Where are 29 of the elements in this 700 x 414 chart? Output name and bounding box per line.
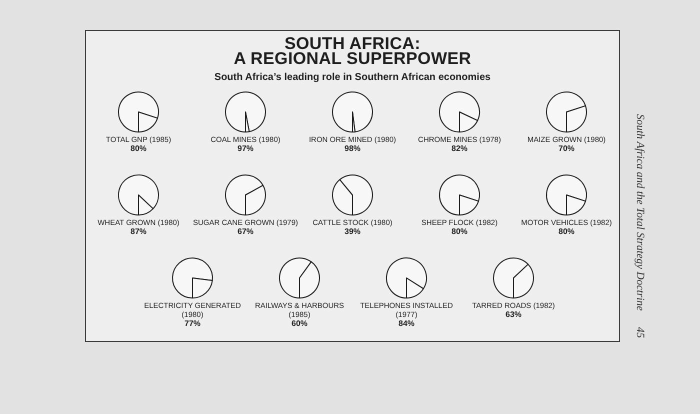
data-label: 97% [237, 144, 254, 153]
text: SOUTH AFRICA: A REGIONAL SUPERPOWER [232, 34, 472, 68]
data-label: 77% [184, 319, 200, 328]
data-label: 80% [130, 144, 147, 153]
pie-slice [386, 258, 426, 298]
pie-slice [118, 174, 159, 216]
text: South Africa’s leading role in Southern African economies [213, 72, 492, 84]
data-label: 60% [290, 319, 308, 328]
pie-slice [439, 174, 480, 216]
pie-slice [225, 92, 266, 132]
data-label: 98% [344, 144, 361, 153]
data-label: 70% [558, 144, 575, 153]
text: 45 [634, 326, 646, 338]
data-label: 63% [504, 310, 522, 319]
data-label: 39% [344, 227, 361, 236]
pie-slice [332, 92, 373, 132]
data-label: 87% [130, 227, 147, 236]
pie-slice [225, 174, 264, 216]
text: South Africa and the Total Strategy Doctrine [634, 114, 646, 311]
data-label: 67% [237, 227, 254, 236]
data-label: 80% [558, 227, 575, 236]
pie-slice [118, 92, 159, 132]
data-label: 80% [451, 227, 468, 236]
data-label: 82% [451, 144, 468, 153]
pie-slice [439, 92, 480, 132]
pie-slice [546, 174, 587, 216]
pie-slice [172, 258, 212, 298]
pie-slice [546, 92, 586, 132]
data-label: 84% [398, 319, 414, 328]
